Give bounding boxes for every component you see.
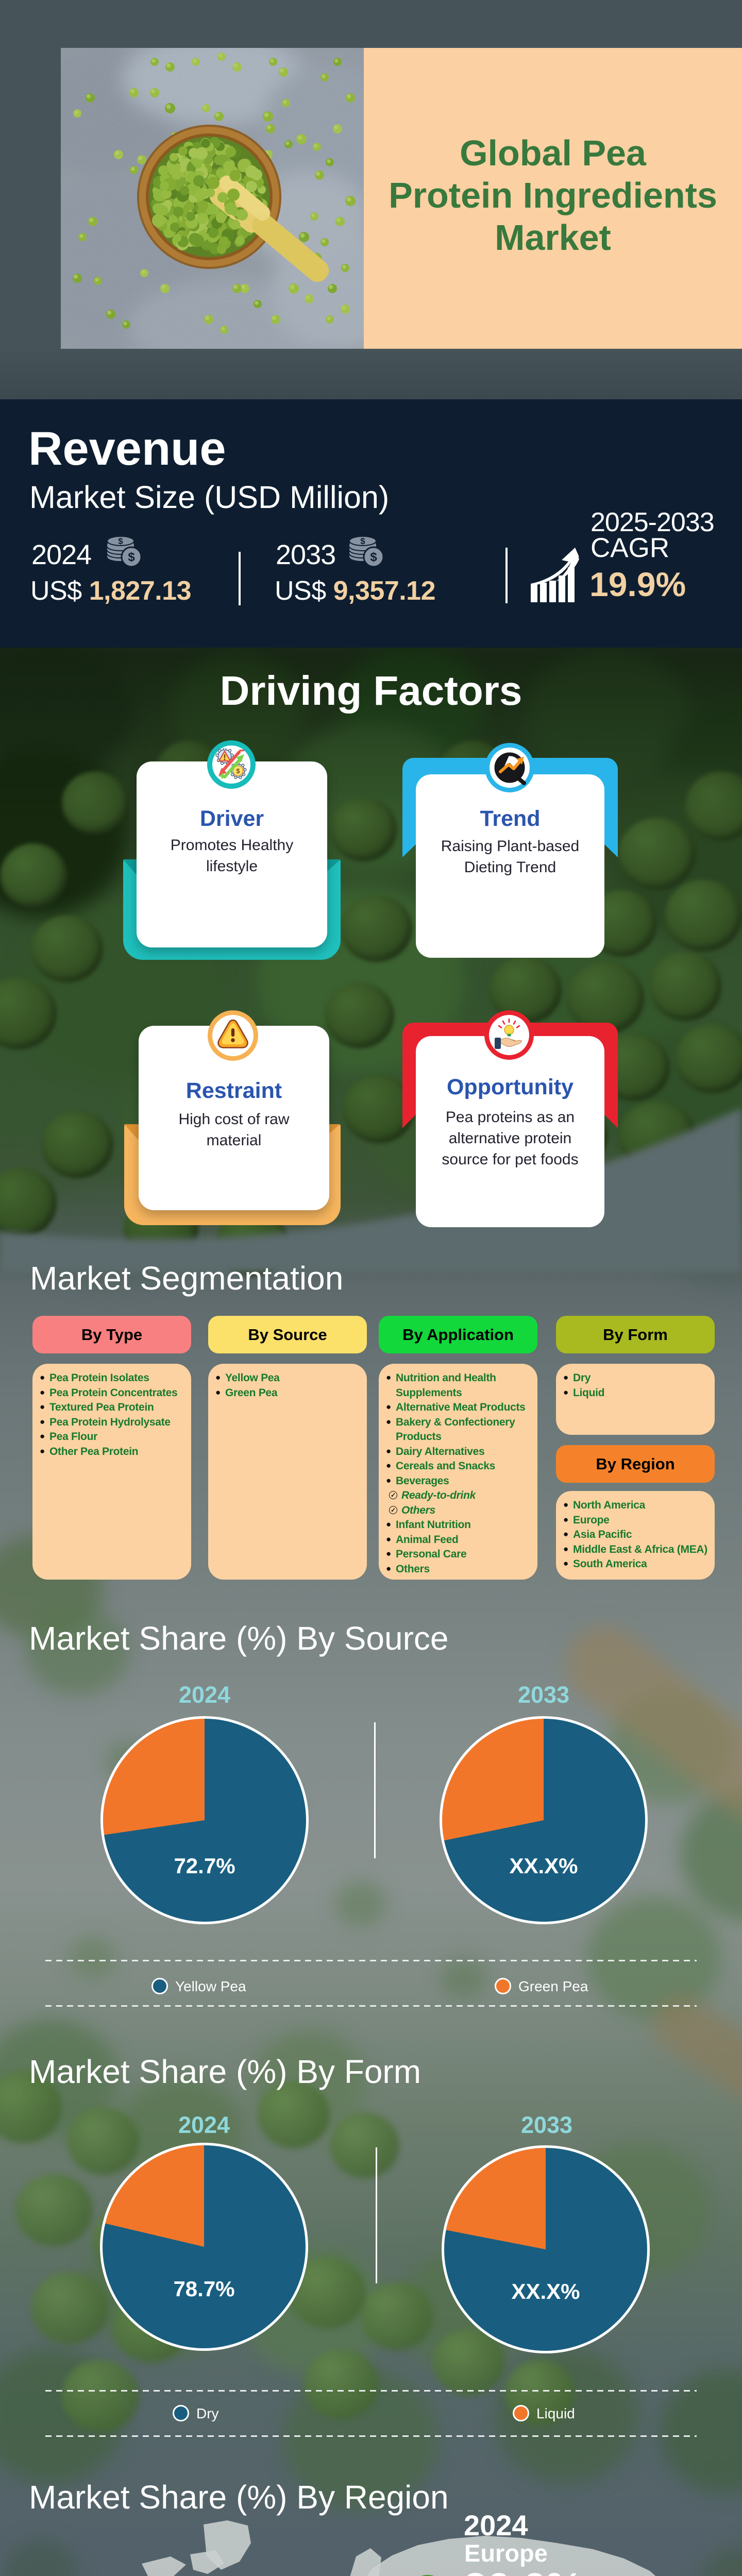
svg-text:$: $	[236, 767, 240, 775]
svg-text:$: $	[360, 536, 365, 546]
svg-text:$: $	[118, 536, 123, 546]
svg-text:$: $	[128, 550, 135, 564]
svg-text:$: $	[370, 550, 377, 564]
